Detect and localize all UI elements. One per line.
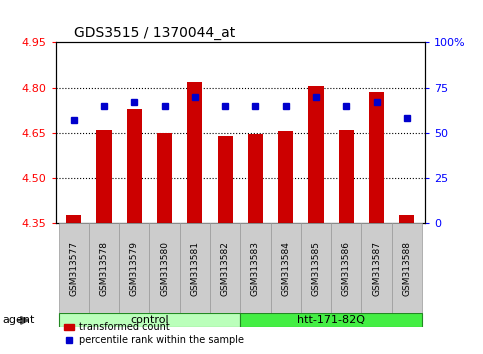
Text: GSM313580: GSM313580 bbox=[160, 241, 169, 296]
Bar bbox=[278, 131, 293, 223]
Bar bbox=[399, 216, 414, 223]
Bar bbox=[361, 223, 392, 313]
Bar bbox=[180, 223, 210, 313]
Text: GSM313586: GSM313586 bbox=[342, 241, 351, 296]
Text: control: control bbox=[130, 315, 169, 325]
Bar bbox=[149, 223, 180, 313]
Bar bbox=[217, 136, 233, 223]
Text: agent: agent bbox=[2, 315, 35, 325]
Bar bbox=[58, 313, 241, 327]
Bar bbox=[89, 223, 119, 313]
Text: GSM313584: GSM313584 bbox=[281, 241, 290, 296]
Text: GSM313578: GSM313578 bbox=[99, 241, 109, 296]
Bar bbox=[97, 130, 112, 223]
Bar bbox=[369, 92, 384, 223]
Bar bbox=[241, 313, 422, 327]
Bar bbox=[58, 223, 89, 313]
Legend: transformed count, percentile rank within the sample: transformed count, percentile rank withi… bbox=[60, 319, 248, 349]
Bar bbox=[119, 223, 149, 313]
Bar bbox=[241, 223, 270, 313]
Bar bbox=[187, 81, 202, 223]
Text: GSM313582: GSM313582 bbox=[221, 241, 229, 296]
Bar bbox=[66, 216, 81, 223]
Text: GSM313583: GSM313583 bbox=[251, 241, 260, 296]
Bar bbox=[309, 86, 324, 223]
Bar bbox=[392, 223, 422, 313]
Text: GDS3515 / 1370044_at: GDS3515 / 1370044_at bbox=[74, 26, 235, 40]
Bar bbox=[127, 109, 142, 223]
Bar bbox=[331, 223, 361, 313]
Text: GSM313581: GSM313581 bbox=[190, 241, 199, 296]
Bar bbox=[339, 130, 354, 223]
Bar bbox=[157, 133, 172, 223]
Bar bbox=[301, 223, 331, 313]
Text: GSM313587: GSM313587 bbox=[372, 241, 381, 296]
Bar bbox=[210, 223, 241, 313]
Text: GSM313585: GSM313585 bbox=[312, 241, 321, 296]
Bar bbox=[270, 223, 301, 313]
Text: GSM313579: GSM313579 bbox=[130, 241, 139, 296]
Bar bbox=[248, 134, 263, 223]
Text: htt-171-82Q: htt-171-82Q bbox=[297, 315, 365, 325]
Text: GSM313588: GSM313588 bbox=[402, 241, 412, 296]
Text: GSM313577: GSM313577 bbox=[69, 241, 78, 296]
